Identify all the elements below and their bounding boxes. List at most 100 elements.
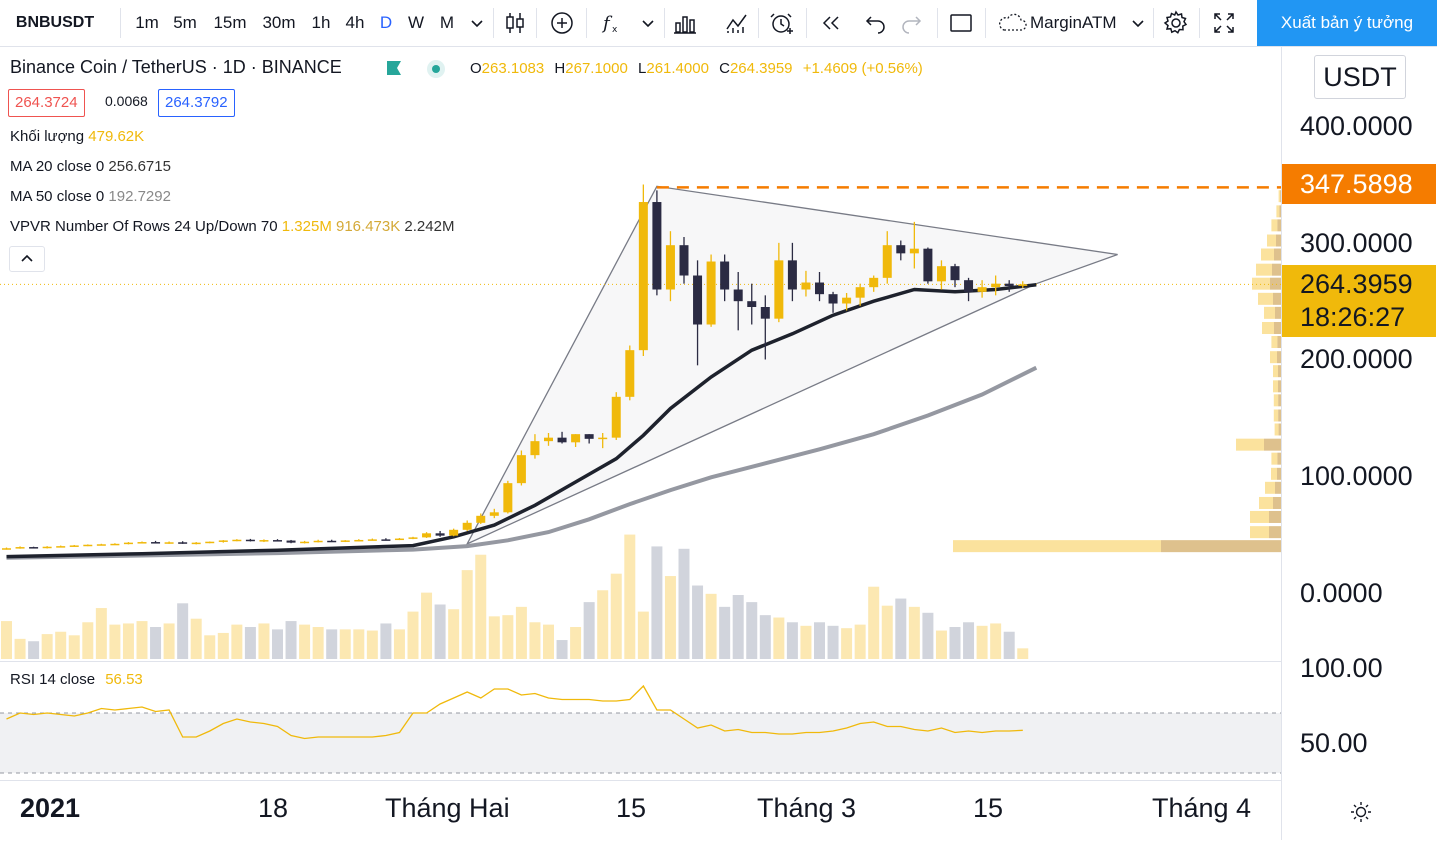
- spread-value: 0.0068: [105, 93, 148, 109]
- symbol-search-button[interactable]: BNBUSDT: [15, 14, 95, 31]
- toolbar-divider: [536, 8, 537, 38]
- price-label: 200.0000: [1300, 344, 1413, 374]
- ohlc-readout: O263.1083 H267.1000 L261.4000 C264.3959 …: [470, 60, 923, 77]
- rsi-pane[interactable]: [0, 661, 1281, 781]
- rsi-axis-label: 100.00: [1300, 653, 1383, 683]
- rsi-label: RSI 14 close: [10, 671, 96, 688]
- candle-body: [245, 539, 255, 542]
- symbol-title: Binance Coin / TetherUS · 1D · BINANCE: [10, 57, 342, 77]
- time-label: 15: [616, 793, 647, 823]
- volume-bar: [583, 602, 595, 659]
- gear-icon[interactable]: [1162, 9, 1190, 37]
- settings-sun-icon[interactable]: [1348, 799, 1374, 825]
- volume-bar: [244, 627, 256, 659]
- replay-rewind-icon[interactable]: [817, 9, 845, 37]
- chevron-down-icon[interactable]: [1124, 9, 1152, 37]
- volume-bar: [339, 629, 351, 659]
- flag-icon[interactable]: [385, 60, 403, 76]
- volume-bar: [692, 585, 704, 659]
- candle-body: [584, 434, 594, 439]
- vpvr-up-bar: [1273, 409, 1279, 422]
- interval-15m-button[interactable]: 15m: [213, 13, 247, 32]
- alert-clock-icon[interactable]: [768, 9, 796, 37]
- vpvr-down-bar: [1273, 292, 1281, 305]
- volume-bar: [380, 623, 392, 659]
- vpvr-up-bar: [1276, 205, 1280, 218]
- toolbar-divider: [1153, 8, 1154, 38]
- candle-body: [950, 266, 960, 281]
- compare-line-icon[interactable]: [723, 9, 751, 37]
- publish-idea-button[interactable]: Xuất bản ý tưởng: [1257, 0, 1437, 46]
- candle-body: [774, 260, 784, 319]
- main-chart-pane[interactable]: [0, 47, 1281, 660]
- candle-body: [408, 537, 418, 539]
- vpvr-total-value: 2.242M: [404, 218, 455, 235]
- interval-1M-button[interactable]: M: [439, 13, 455, 32]
- candle-body: [327, 540, 337, 543]
- price-axis[interactable]: USDT 400.0000 300.0000 200.0000 100.0000…: [1281, 47, 1437, 840]
- vpvr-up-bar: [1252, 277, 1270, 290]
- volume-bar: [814, 622, 825, 659]
- price-chart[interactable]: [0, 47, 1281, 660]
- currency-button[interactable]: USDT: [1314, 55, 1406, 99]
- volume-bar: [299, 624, 311, 659]
- interval-1m-button[interactable]: 1m: [135, 13, 159, 32]
- undo-icon[interactable]: [862, 9, 890, 37]
- time-axis[interactable]: 2021 18 Tháng Hai 15 Tháng 3 15 Tháng 4: [0, 780, 1281, 841]
- candle-body: [720, 261, 730, 290]
- expand-fullscreen-icon[interactable]: [1210, 9, 1238, 37]
- fullscreen-square-icon[interactable]: [947, 9, 975, 37]
- volume-bar: [543, 624, 554, 659]
- volume-bar: [28, 641, 40, 659]
- volume-bar: [150, 627, 162, 659]
- ma50-value: 192.7292: [108, 188, 171, 205]
- add-indicator-plus-icon[interactable]: [548, 9, 576, 37]
- low-label: L: [638, 60, 647, 77]
- candle-body: [69, 545, 79, 547]
- collapse-legend-button[interactable]: [9, 246, 45, 272]
- interval-5m-button[interactable]: 5m: [173, 13, 197, 32]
- cloud-layout-icon[interactable]: [996, 9, 1028, 37]
- interval-30m-button[interactable]: 30m: [262, 13, 296, 32]
- volume-bar: [434, 604, 446, 659]
- candle-body: [896, 245, 906, 254]
- interval-1w-button[interactable]: W: [407, 13, 425, 32]
- interval-4h-button[interactable]: 4h: [345, 13, 365, 32]
- candle-body: [882, 245, 892, 278]
- candle-body: [991, 283, 1001, 288]
- vpvr-down-bar: [1278, 423, 1281, 436]
- chevron-down-icon[interactable]: [463, 9, 491, 37]
- redo-icon[interactable]: [897, 9, 925, 37]
- candle-body: [855, 287, 865, 298]
- toolbar-divider: [758, 8, 759, 38]
- volume-bar: [204, 635, 216, 659]
- candle-body: [151, 542, 161, 544]
- volume-value: 479.62K: [88, 128, 145, 145]
- rsi-chart[interactable]: [0, 662, 1281, 781]
- price-label: 100.0000: [1300, 461, 1413, 491]
- candle-body: [340, 540, 350, 542]
- open-label: O: [470, 60, 482, 77]
- chevron-down-icon[interactable]: [634, 9, 662, 37]
- vpvr-down-bar: [1269, 526, 1281, 539]
- candlestick-type-icon[interactable]: [501, 9, 529, 37]
- volume-label: Khối lượng: [10, 128, 85, 145]
- bar-chart-icon[interactable]: [671, 9, 699, 37]
- volume-bar: [678, 548, 690, 659]
- volume-bar: [312, 627, 324, 659]
- volume-bar: [258, 623, 270, 659]
- buy-price-button[interactable]: 264.3792: [158, 89, 235, 117]
- volume-bar: [746, 602, 758, 659]
- volume-bar: [529, 622, 541, 659]
- rsi-line: [6, 684, 1023, 740]
- layout-name-button[interactable]: MarginATM: [1030, 13, 1117, 32]
- candle-body: [652, 202, 662, 290]
- vpvr-up-bar: [1261, 248, 1274, 261]
- interval-1h-button[interactable]: 1h: [311, 13, 331, 32]
- candle-body: [828, 294, 838, 304]
- sell-price-button[interactable]: 264.3724: [8, 89, 85, 117]
- toolbar-divider: [985, 8, 986, 38]
- time-label: 18: [258, 793, 289, 823]
- interval-1d-button[interactable]: D: [379, 13, 393, 32]
